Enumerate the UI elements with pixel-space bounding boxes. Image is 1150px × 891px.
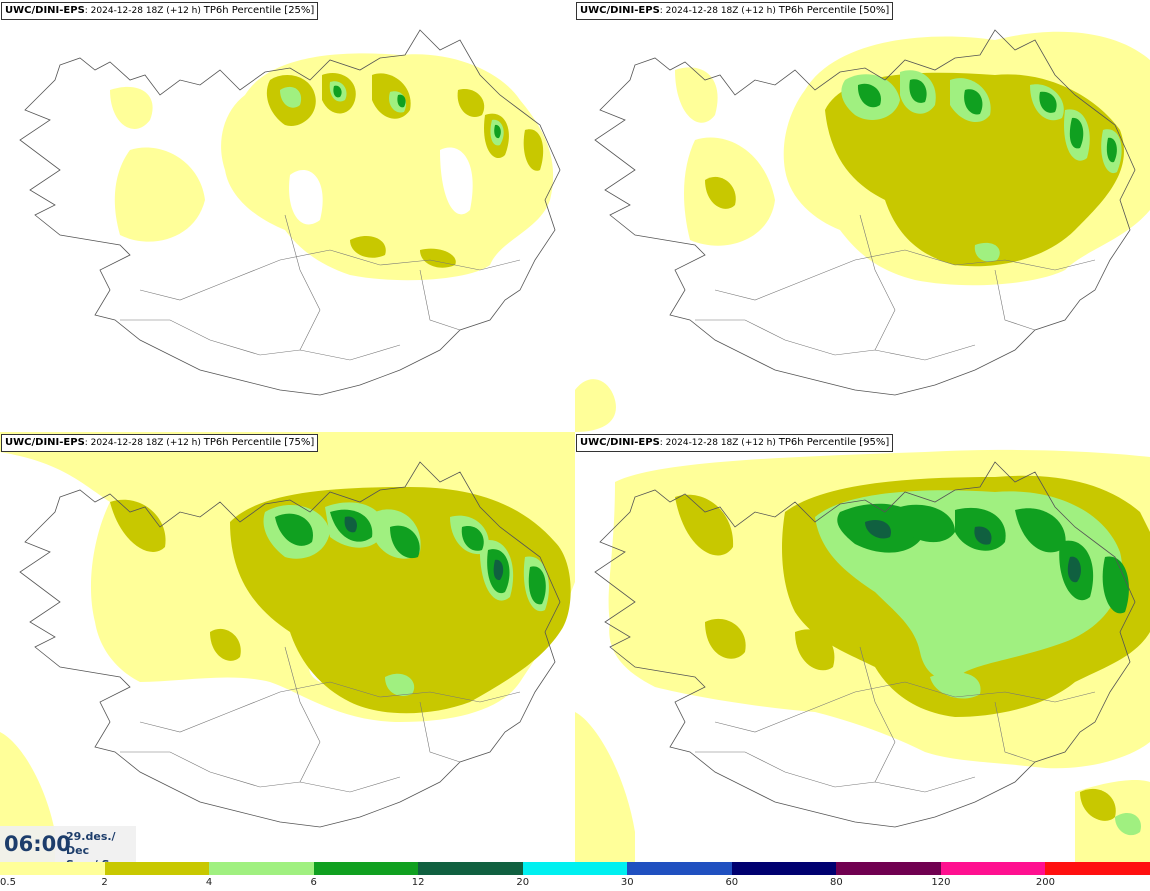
legend-label: 6 [310, 877, 317, 888]
legend-swatch [627, 862, 732, 875]
iceland-coastline [594, 461, 1136, 828]
field-name: TP6h Percentile [75%] [203, 437, 315, 448]
map-title: UWC/DINI-EPS: 2024-12-28 18Z (+12 h) TP6… [576, 434, 894, 452]
iceland-coastline [594, 29, 1136, 396]
map-title: UWC/DINI-EPS: 2024-12-28 18Z (+12 h) TP6… [1, 434, 319, 452]
valid-time: 06:00 [4, 832, 71, 856]
precip-field [575, 31, 1150, 432]
run-info: : 2024-12-28 18Z (+12 h) [659, 438, 776, 448]
precip-field [575, 449, 1150, 864]
legend-label: 200 [1035, 877, 1055, 888]
legend-label: 80 [829, 877, 843, 888]
legend-label: 4 [205, 877, 213, 888]
model-name: UWC/DINI-EPS [580, 5, 660, 16]
legend-swatch [418, 862, 523, 875]
legend-label: 30 [620, 877, 634, 888]
iceland-coastline [19, 29, 561, 396]
legend-swatch [940, 862, 1046, 875]
model-name: UWC/DINI-EPS [5, 437, 85, 448]
precip-map-p25 [19, 29, 561, 396]
precip-map-p75 [0, 432, 575, 864]
legend-label: 12 [411, 877, 425, 888]
valid-date-line: 29.des./ Dec [66, 830, 116, 857]
map-title: UWC/DINI-EPS: 2024-12-28 18Z (+12 h) TP6… [1, 2, 319, 20]
map-panel-p25: UWC/DINI-EPS: 2024-12-28 18Z (+12 h) TP6… [0, 0, 575, 432]
legend-label: 20 [516, 877, 530, 888]
map-panel-p75: UWC/DINI-EPS: 2024-12-28 18Z (+12 h) TP6… [0, 432, 575, 864]
legend-label: 60 [725, 877, 739, 888]
legend-swatch [104, 862, 210, 875]
model-name: UWC/DINI-EPS [580, 437, 660, 448]
run-info: : 2024-12-28 18Z (+12 h) [84, 438, 201, 448]
map-panel-p95: UWC/DINI-EPS: 2024-12-28 18Z (+12 h) TP6… [575, 432, 1150, 864]
iceland-coastline [19, 461, 561, 828]
run-info: : 2024-12-28 18Z (+12 h) [84, 6, 201, 16]
field-name: TP6h Percentile [50%] [778, 5, 890, 16]
precip-map-p95 [575, 449, 1150, 864]
legend-label: 0.5 [0, 877, 16, 888]
field-name: TP6h Percentile [95%] [778, 437, 890, 448]
map-title: UWC/DINI-EPS: 2024-12-28 18Z (+12 h) TP6… [576, 2, 894, 20]
legend-swatch [836, 862, 941, 875]
legend-swatch [0, 862, 105, 875]
model-name: UWC/DINI-EPS [5, 5, 85, 16]
precip-map-p50 [575, 29, 1150, 432]
precip-field [0, 432, 575, 864]
run-info: : 2024-12-28 18Z (+12 h) [659, 6, 776, 16]
legend-swatch [731, 862, 837, 875]
legend-label: 2 [101, 877, 108, 888]
legend-swatch [1045, 862, 1150, 875]
field-name: TP6h Percentile [25%] [203, 5, 315, 16]
legend-swatch [209, 862, 314, 875]
color-legend: 0.5 2 4 6 12 20 30 60 80 120 200 [0, 862, 1150, 891]
legend-color-bar [0, 862, 1150, 875]
legend-swatch [522, 862, 628, 875]
map-panel-p50: UWC/DINI-EPS: 2024-12-28 18Z (+12 h) TP6… [575, 0, 1150, 432]
valid-time-box: 06:00 29.des./ Dec Sun./ Sun [0, 826, 136, 871]
legend-label: 120 [931, 877, 951, 888]
precip-field [110, 53, 554, 281]
legend-swatch [313, 862, 419, 875]
